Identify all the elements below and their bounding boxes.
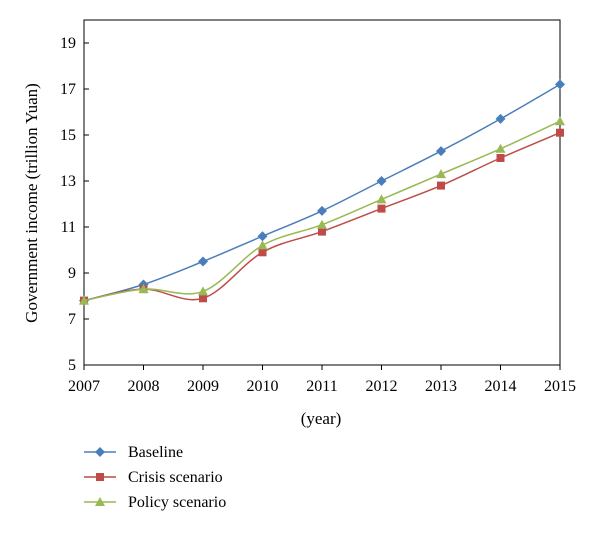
data-point-baseline (317, 205, 327, 216)
data-point-crisis-scenario (258, 248, 267, 257)
y-tick-label: 11 (61, 219, 76, 236)
data-point-baseline (555, 79, 565, 90)
x-tick-label: 2007 (68, 378, 100, 395)
y-tick-label: 5 (68, 357, 76, 374)
data-point-policy-scenario (555, 116, 565, 126)
data-point-crisis-scenario (377, 204, 386, 213)
x-tick-label: 2015 (544, 378, 576, 395)
data-point-crisis-scenario (556, 128, 564, 137)
axes: 5 7 9 11 13 15 17 19 2007 2008 2009 2010 2011 2012 201… (60, 35, 576, 395)
data-point-crisis-scenario (199, 294, 207, 303)
series-line-crisis-scenario (83, 132, 561, 302)
data-point-policy-scenario (376, 194, 387, 204)
series-line-baseline (83, 83, 561, 302)
legend-label: Baseline (128, 444, 183, 461)
data-point-policy-scenario (257, 240, 268, 250)
legend-marker (95, 497, 105, 506)
data-point-policy-scenario (436, 169, 446, 179)
y-tick-label: 19 (60, 35, 76, 52)
series-layer (79, 79, 565, 306)
plot-area (83, 19, 561, 366)
series-line-policy-scenario (83, 120, 561, 302)
data-point-baseline (495, 113, 506, 124)
data-point-crisis-scenario (318, 227, 326, 236)
series-crisis-scenario (80, 128, 564, 305)
legend-label: Crisis scenario (128, 469, 223, 486)
legend-item-policy-scenario: Policy scenario (84, 494, 226, 511)
x-tick-label: 2012 (366, 378, 398, 395)
plot-frame (83, 19, 561, 366)
y-tick-label: 15 (60, 127, 76, 144)
x-tick-label: 2009 (187, 378, 219, 395)
series-policy-scenario (79, 116, 565, 305)
y-axis-title: Government income (trillion Yuan) (22, 83, 41, 323)
y-tick-label: 13 (60, 173, 76, 190)
legend-marker (95, 447, 105, 457)
data-point-crisis-scenario (496, 154, 505, 162)
data-point-baseline (257, 231, 268, 242)
legend-item-crisis-scenario: Crisis scenario (84, 469, 223, 486)
data-point-baseline (376, 176, 387, 186)
y-tick-label: 7 (68, 311, 76, 328)
y-tick-label: 9 (68, 265, 76, 282)
data-point-baseline (436, 146, 446, 157)
x-tick-label: 2010 (247, 378, 279, 395)
data-point-policy-scenario (495, 143, 506, 153)
series-baseline (79, 79, 565, 306)
legend-item-baseline: Baseline (84, 444, 183, 461)
x-tick-label: 2014 (485, 378, 517, 395)
x-tick-label: 2013 (425, 378, 457, 395)
legend: Baseline Crisis scenario Policy scenario (84, 444, 226, 511)
x-tick-label: 2008 (128, 378, 160, 395)
data-point-policy-scenario (138, 284, 149, 294)
legend-label: Policy scenario (128, 494, 226, 511)
x-axis-title: (year) (301, 409, 342, 428)
data-point-baseline (198, 256, 208, 267)
legend-marker (96, 473, 104, 481)
data-point-policy-scenario (79, 295, 89, 305)
x-tick-label: 2011 (306, 378, 337, 395)
data-point-policy-scenario (317, 219, 327, 229)
y-tick-label: 17 (60, 81, 76, 98)
data-point-policy-scenario (198, 286, 208, 296)
data-point-crisis-scenario (437, 181, 445, 190)
